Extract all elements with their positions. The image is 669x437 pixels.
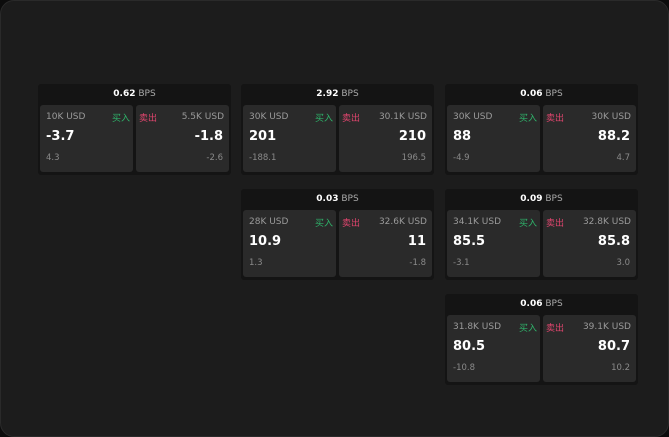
spread-value: 0.06 bbox=[520, 89, 543, 99]
buy-quote-button[interactable]: 30K USD 买入 88 -4.9 bbox=[447, 105, 540, 172]
spread-header: 2.92 BPS bbox=[241, 84, 434, 105]
sell-label: 卖出 bbox=[342, 114, 361, 124]
sell-quote-button[interactable]: 5.5K USD 卖出 -1.8 -2.6 bbox=[136, 105, 229, 172]
buy-change: -10.8 bbox=[453, 363, 475, 373]
sell-label: 卖出 bbox=[546, 219, 565, 229]
sell-quote-button[interactable]: 30K USD 卖出 88.2 4.7 bbox=[543, 105, 636, 172]
quote-card: 0.62 BPS 10K USD 买入 -3.7 4.3 5.5K USD 卖出… bbox=[38, 84, 231, 175]
buy-label: 买入 bbox=[314, 219, 333, 229]
sell-label: 卖出 bbox=[342, 219, 361, 229]
sell-price: 80.7 bbox=[597, 339, 630, 354]
sell-quantity: 32.6K USD bbox=[378, 217, 427, 227]
sell-quantity: 5.5K USD bbox=[181, 112, 224, 122]
buy-label: 买入 bbox=[518, 114, 537, 124]
sell-change: 10.2 bbox=[611, 363, 630, 373]
spread-value: 2.92 bbox=[316, 89, 339, 99]
sell-change: 196.5 bbox=[401, 153, 426, 163]
spread-value: 0.09 bbox=[520, 194, 543, 204]
quote-card: 2.92 BPS 30K USD 买入 201 -188.1 30.1K USD… bbox=[241, 84, 434, 175]
quote-card: 0.06 BPS 31.8K USD 买入 80.5 -10.8 39.1K U… bbox=[445, 294, 638, 385]
buy-quote-button[interactable]: 31.8K USD 买入 80.5 -10.8 bbox=[447, 315, 540, 382]
buy-quote-button[interactable]: 34.1K USD 买入 85.5 -3.1 bbox=[447, 210, 540, 277]
spread-header: 0.06 BPS bbox=[445, 84, 638, 105]
buy-quantity: 31.8K USD bbox=[453, 322, 502, 332]
sell-quantity: 32.8K USD bbox=[582, 217, 631, 227]
buy-label: 买入 bbox=[518, 324, 537, 334]
spread-unit: BPS bbox=[545, 194, 563, 204]
sell-change: -2.6 bbox=[206, 153, 223, 163]
quote-cells: 10K USD 买入 -3.7 4.3 5.5K USD 卖出 -1.8 -2.… bbox=[38, 105, 231, 172]
buy-price: 10.9 bbox=[249, 234, 282, 249]
quote-cells: 28K USD 买入 10.9 1.3 32.6K USD 卖出 11 -1.8 bbox=[241, 210, 434, 277]
buy-change: -4.9 bbox=[453, 153, 470, 163]
buy-price: 80.5 bbox=[453, 339, 486, 354]
spread-value: 0.06 bbox=[520, 299, 543, 309]
sell-price: 11 bbox=[407, 234, 426, 249]
buy-quantity: 30K USD bbox=[249, 112, 289, 122]
buy-change: -3.1 bbox=[453, 258, 470, 268]
spread-value: 0.62 bbox=[113, 89, 136, 99]
spread-header: 0.62 BPS bbox=[38, 84, 231, 105]
quote-card: 0.03 BPS 28K USD 买入 10.9 1.3 32.6K USD 卖… bbox=[241, 189, 434, 280]
sell-label: 卖出 bbox=[546, 324, 565, 334]
buy-price: 85.5 bbox=[453, 234, 486, 249]
sell-quote-button[interactable]: 30.1K USD 卖出 210 196.5 bbox=[339, 105, 432, 172]
buy-quantity: 10K USD bbox=[46, 112, 86, 122]
sell-quote-button[interactable]: 39.1K USD 卖出 80.7 10.2 bbox=[543, 315, 636, 382]
spread-unit: BPS bbox=[341, 194, 359, 204]
quote-card: 0.06 BPS 30K USD 买入 88 -4.9 30K USD 卖出 8… bbox=[445, 84, 638, 175]
sell-label: 卖出 bbox=[139, 114, 158, 124]
buy-label: 买入 bbox=[111, 114, 130, 124]
buy-change: -188.1 bbox=[249, 153, 277, 163]
buy-quote-button[interactable]: 28K USD 买入 10.9 1.3 bbox=[243, 210, 336, 277]
sell-quantity: 30.1K USD bbox=[378, 112, 427, 122]
buy-quantity: 30K USD bbox=[453, 112, 493, 122]
spread-unit: BPS bbox=[545, 299, 563, 309]
buy-change: 1.3 bbox=[249, 258, 263, 268]
spread-unit: BPS bbox=[138, 89, 156, 99]
spread-unit: BPS bbox=[341, 89, 359, 99]
sell-change: -1.8 bbox=[409, 258, 426, 268]
sell-price: -1.8 bbox=[194, 129, 223, 144]
sell-label: 卖出 bbox=[546, 114, 565, 124]
buy-label: 买入 bbox=[314, 114, 333, 124]
quote-cells: 30K USD 买入 201 -188.1 30.1K USD 卖出 210 1… bbox=[241, 105, 434, 172]
sell-price: 210 bbox=[398, 129, 426, 144]
spread-header: 0.03 BPS bbox=[241, 189, 434, 210]
quote-cells: 31.8K USD 买入 80.5 -10.8 39.1K USD 卖出 80.… bbox=[445, 315, 638, 382]
quote-cells: 34.1K USD 买入 85.5 -3.1 32.8K USD 卖出 85.8… bbox=[445, 210, 638, 277]
quote-card: 0.09 BPS 34.1K USD 买入 85.5 -3.1 32.8K US… bbox=[445, 189, 638, 280]
sell-change: 3.0 bbox=[616, 258, 630, 268]
sell-price: 85.8 bbox=[597, 234, 630, 249]
buy-quote-button[interactable]: 10K USD 买入 -3.7 4.3 bbox=[40, 105, 133, 172]
buy-quantity: 28K USD bbox=[249, 217, 289, 227]
buy-price: 201 bbox=[249, 129, 277, 144]
spread-header: 0.06 BPS bbox=[445, 294, 638, 315]
buy-quote-button[interactable]: 30K USD 买入 201 -188.1 bbox=[243, 105, 336, 172]
buy-quantity: 34.1K USD bbox=[453, 217, 502, 227]
quote-cells: 30K USD 买入 88 -4.9 30K USD 卖出 88.2 4.7 bbox=[445, 105, 638, 172]
sell-quantity: 39.1K USD bbox=[582, 322, 631, 332]
sell-quantity: 30K USD bbox=[591, 112, 631, 122]
spread-unit: BPS bbox=[545, 89, 563, 99]
spread-value: 0.03 bbox=[316, 194, 339, 204]
sell-price: 88.2 bbox=[597, 129, 630, 144]
sell-change: 4.7 bbox=[616, 153, 630, 163]
sell-quote-button[interactable]: 32.6K USD 卖出 11 -1.8 bbox=[339, 210, 432, 277]
spread-header: 0.09 BPS bbox=[445, 189, 638, 210]
sell-quote-button[interactable]: 32.8K USD 卖出 85.8 3.0 bbox=[543, 210, 636, 277]
buy-price: -3.7 bbox=[46, 129, 75, 144]
buy-label: 买入 bbox=[518, 219, 537, 229]
buy-change: 4.3 bbox=[46, 153, 60, 163]
buy-price: 88 bbox=[453, 129, 472, 144]
